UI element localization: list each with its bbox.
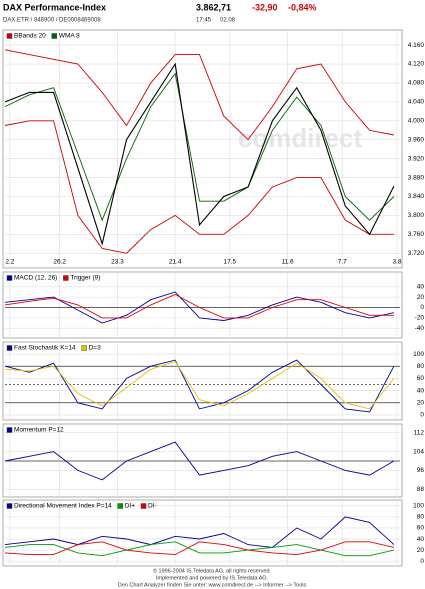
series-line — [4, 441, 395, 481]
x-tick-label: 3.8 — [392, 259, 401, 266]
legend-label: Momentum P=12 — [14, 427, 64, 434]
legend-label: MACD (12, 26) — [14, 275, 57, 282]
panel-frame — [2, 499, 403, 567]
y-tick-label: 4.040 — [408, 99, 425, 106]
legend-label: WMA 8 — [59, 33, 80, 40]
ids: DAX.ETR / 846900 / DE0008469008 — [3, 18, 101, 24]
footer-line: © 1996-2004 IS.Teledata AG, all rights r… — [153, 567, 272, 574]
y-tick-label: 3.920 — [408, 155, 425, 162]
y-tick-label: 3.720 — [408, 250, 425, 257]
series-line — [4, 541, 395, 556]
legend-swatch — [6, 503, 13, 509]
x-tick-label: 11.6 — [281, 259, 294, 266]
y-tick-label: 96 — [417, 467, 425, 474]
change-pct: -0,84% — [288, 2, 317, 12]
legend-swatch — [81, 345, 87, 351]
legend-label: Directional Movement Index P=14 — [14, 503, 112, 510]
x-tick-label: 2.2 — [5, 259, 14, 266]
series-line — [4, 72, 395, 222]
y-tick-label: 40 — [417, 283, 425, 290]
legend-label: DI+ — [125, 503, 136, 510]
panel-frame — [2, 29, 403, 269]
legend-label: D=3 — [89, 345, 101, 352]
legend-label: Trigger (9) — [70, 275, 100, 282]
y-tick-label: 60 — [417, 525, 425, 532]
y-tick-label: 4.120 — [408, 61, 425, 68]
panel-frame — [2, 341, 403, 421]
y-tick-label: -20 — [415, 315, 425, 322]
y-tick-label: 3.800 — [408, 212, 425, 219]
y-tick-label: -40 — [415, 325, 425, 332]
legend-swatch — [6, 33, 13, 39]
series-line — [4, 541, 395, 557]
series-line — [4, 120, 394, 254]
series-line — [4, 294, 394, 319]
series-line — [4, 49, 394, 141]
series-line — [4, 516, 395, 548]
time: 17:45 — [196, 18, 212, 24]
y-tick-label: 3.880 — [408, 174, 425, 181]
y-tick-label: 0 — [420, 412, 424, 419]
y-tick-label: 40 — [417, 387, 425, 394]
y-tick-label: 3.840 — [408, 193, 425, 200]
date: 02.08 — [220, 18, 236, 24]
legend-swatch — [63, 275, 69, 281]
legend-swatch — [6, 345, 13, 351]
series-line — [4, 360, 395, 410]
y-tick-label: 80 — [417, 514, 425, 521]
series-line — [4, 291, 394, 324]
panel-frame — [2, 271, 403, 339]
y-tick-label: 40 — [417, 536, 425, 543]
y-tick-label: 3.960 — [408, 136, 425, 143]
y-tick-label: 4.160 — [408, 42, 425, 49]
x-tick-label: 17.5 — [224, 259, 237, 266]
legend-label: Fast Stochastik K=14 — [14, 345, 76, 352]
legend-label: BBands 20 — [14, 33, 46, 40]
legend-label: DI- — [148, 503, 157, 510]
y-tick-label: 0 — [420, 304, 424, 311]
series-line — [4, 359, 395, 413]
legend-swatch — [51, 33, 58, 39]
legend-swatch — [6, 427, 13, 433]
y-tick-label: 3.760 — [408, 231, 425, 238]
y-tick-label: 20 — [417, 547, 425, 554]
y-tick-label: 4.000 — [408, 118, 425, 125]
legend-swatch — [6, 275, 13, 281]
price: 3.862,71 — [196, 2, 231, 12]
y-tick-label: 100 — [413, 351, 424, 358]
footer-line: Den Chart Analyzer finden Sie unter: www… — [118, 582, 307, 588]
legend-swatch — [117, 503, 123, 509]
panel-frame — [2, 423, 403, 498]
y-tick-label: 0 — [420, 558, 424, 565]
y-tick-label: 88 — [417, 486, 425, 493]
y-tick-label: 112 — [414, 429, 425, 436]
change: -32,90 — [252, 2, 278, 12]
legend-swatch — [140, 503, 147, 509]
x-tick-label: 7.7 — [338, 259, 347, 266]
y-tick-label: 60 — [417, 375, 425, 382]
y-tick-label: 20 — [417, 399, 425, 406]
x-tick-label: 23.3 — [111, 259, 124, 266]
y-tick-label: 4.080 — [408, 80, 425, 87]
footer-line: Implemented and powered by IS.Teledata A… — [156, 575, 269, 581]
series-line — [4, 62, 395, 246]
y-tick-label: 104 — [413, 448, 424, 455]
y-tick-label: 80 — [417, 363, 425, 370]
x-tick-label: 21.4 — [169, 259, 182, 266]
y-tick-label: 100 — [413, 502, 424, 509]
index-title: DAX Performance-Index — [3, 2, 106, 12]
watermark: comdirect — [238, 123, 363, 153]
y-tick-label: 20 — [417, 294, 425, 301]
x-tick-label: 26.2 — [53, 259, 66, 266]
